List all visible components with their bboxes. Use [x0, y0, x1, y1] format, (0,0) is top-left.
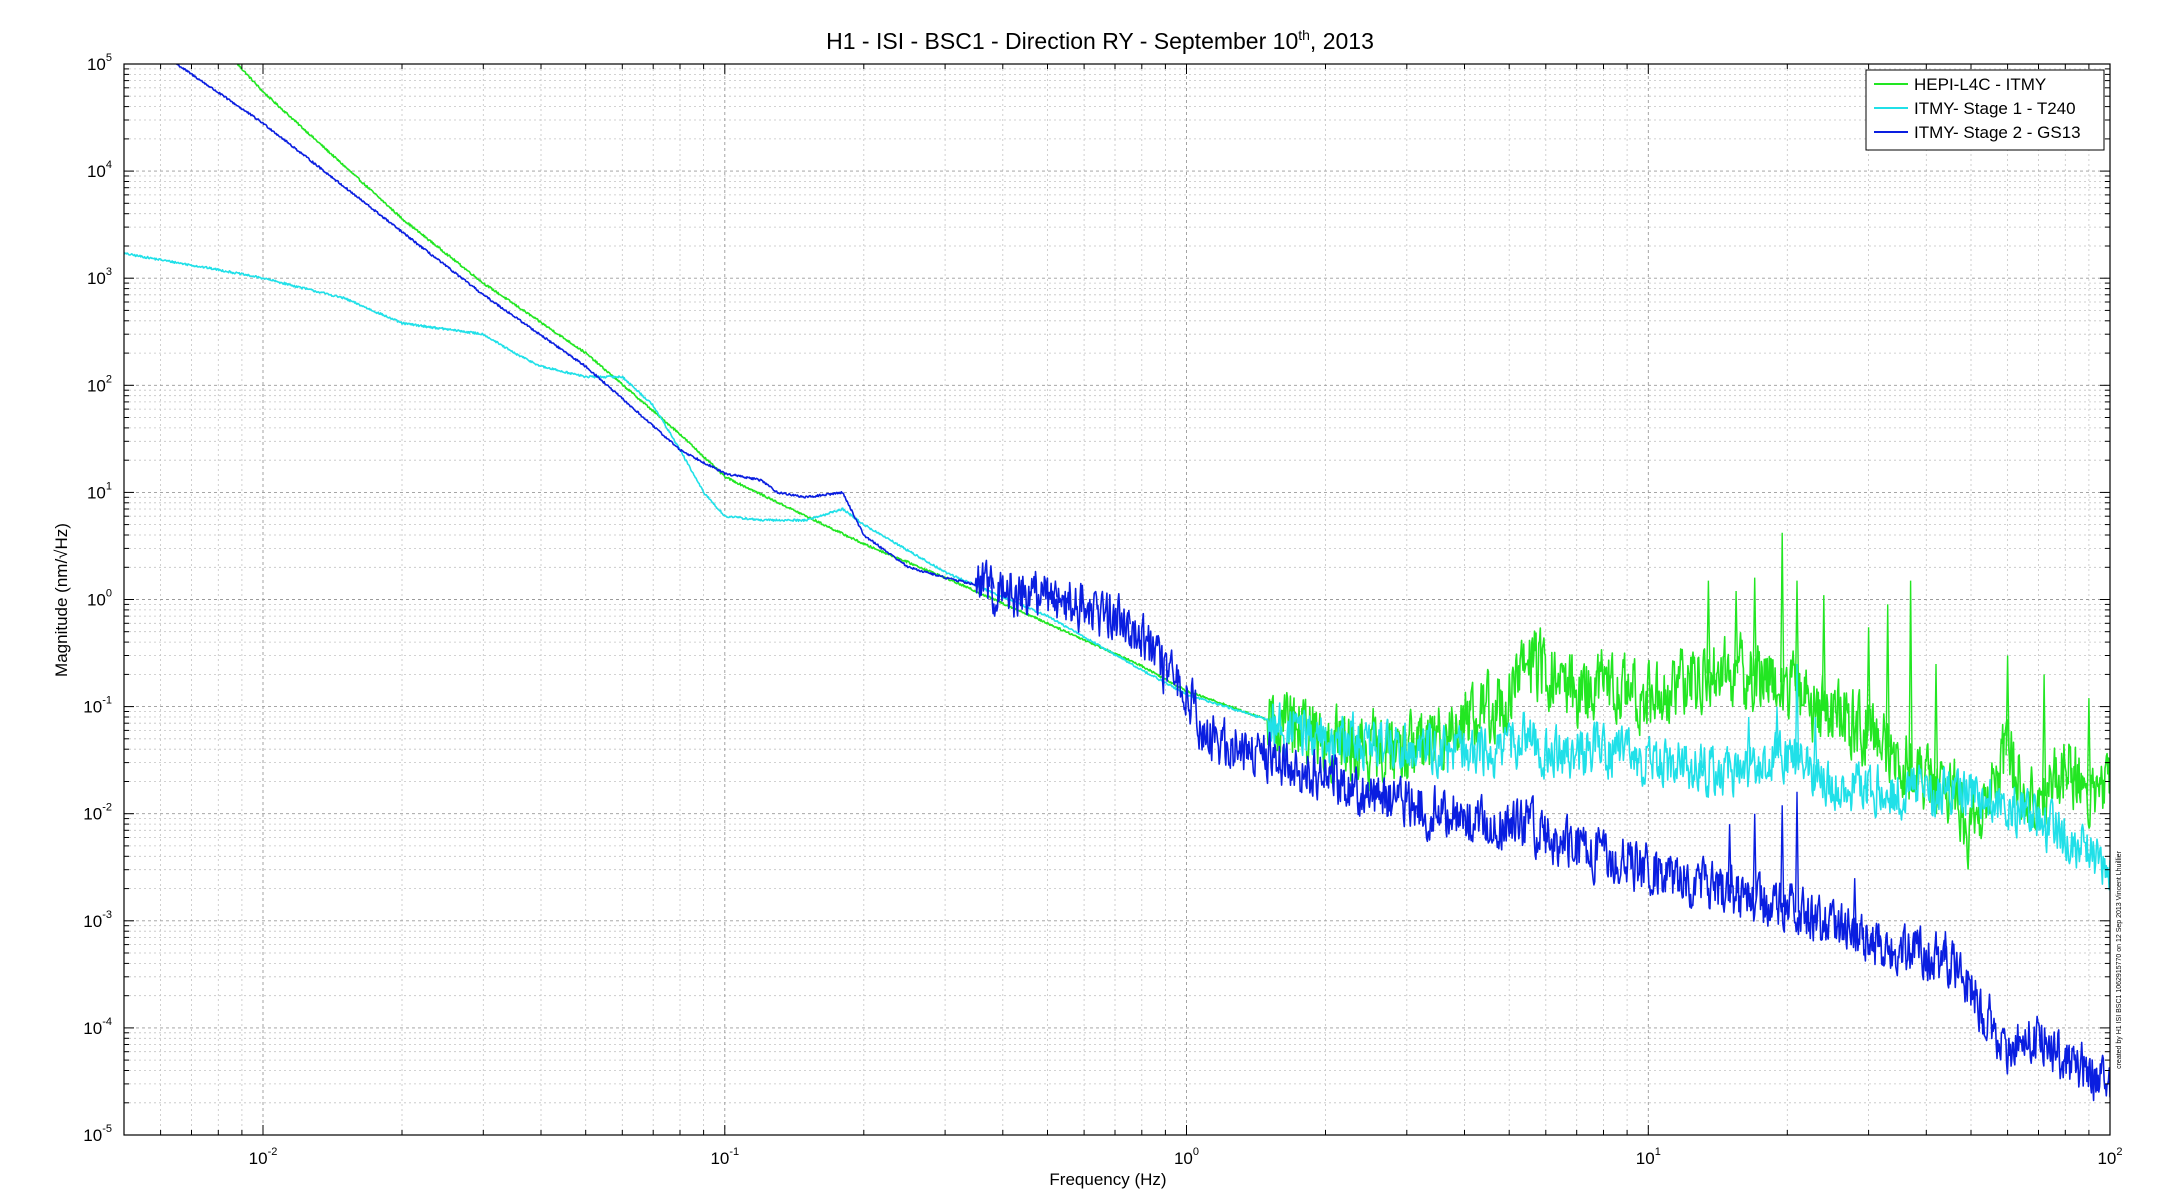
series-2-peak-1 [1698, 743, 1704, 769]
series-1-peak-8 [1885, 604, 1890, 748]
y-tick-label: 10-3 [83, 909, 112, 931]
y-tick-label: 104 [87, 159, 112, 181]
legend: HEPI-L4C - ITMY ITMY- Stage 1 - T240 ITMY-… [1865, 69, 2105, 151]
series-1-peak-7 [1866, 627, 1871, 731]
axis-ticks [123, 64, 2110, 1135]
y-tick-label: 103 [87, 266, 112, 288]
x-tick-label: 102 [2097, 1146, 2122, 1168]
series-1-peak-10 [1933, 663, 1939, 784]
chart-title: H1 - ISI - BSC1 - Direction RY - Septemb… [826, 27, 1374, 54]
x-tick-labels: 10-2 10-1 100 101 102 [249, 1146, 2123, 1168]
series-2-peak-2 [1746, 716, 1751, 766]
y-tick-label: 10-5 [83, 1123, 112, 1145]
series-1-peak-9 [1908, 580, 1913, 768]
y-tick-label: 101 [87, 480, 112, 502]
legend-label-2: ITMY- Stage 1 - T240 [1914, 99, 2076, 118]
y-axis-label: Magnitude (nm/√Hz) [52, 523, 71, 677]
series-1-peak-12 [2041, 674, 2047, 797]
series-line-3 [176, 64, 2110, 1102]
series-1-peak-2 [1733, 590, 1739, 674]
series-3-peak-2 [1053, 580, 1058, 598]
major-gridlines [124, 64, 2110, 1135]
series-3-peak-9 [1943, 931, 1948, 962]
y-tick-label: 102 [87, 373, 112, 395]
series-3-peak-1 [990, 577, 995, 589]
y-tick-label: 100 [87, 588, 112, 610]
side-note: created by H1 ISI BSC1 1062915770 on 12 … [2116, 850, 2123, 1068]
series-1-peak-13 [2086, 698, 2092, 795]
series-1-peak-6 [1821, 595, 1826, 711]
y-tick-label: 10-2 [83, 802, 112, 824]
y-tick-label: 105 [87, 52, 112, 74]
series-3-peak-8 [1852, 878, 1857, 936]
series-1-peak-1 [1706, 580, 1711, 674]
series-3-peak-5 [1752, 813, 1757, 901]
x-tick-label: 10-2 [249, 1146, 278, 1168]
series-2-peak-5 [1813, 716, 1818, 775]
series-2-peak-3 [1774, 706, 1780, 759]
x-tick-label: 101 [1636, 1146, 1661, 1168]
series-line-2 [124, 252, 2110, 891]
series-1-peak-3 [1752, 577, 1757, 677]
series-3-peak-6 [1780, 805, 1785, 908]
series-3-peak-7 [1794, 791, 1800, 913]
series-1-peak-4 [1780, 532, 1785, 683]
series-layer [124, 64, 2110, 1102]
series-2-peak-4 [1794, 663, 1800, 763]
series-3-peak-4 [1727, 824, 1732, 894]
x-tick-label: 100 [1174, 1146, 1199, 1168]
series-3-peak-3 [1126, 609, 1131, 625]
x-axis-label: Frequency (Hz) [1049, 1170, 1166, 1189]
y-tick-label: 10-1 [83, 695, 112, 717]
legend-label-1: HEPI-L4C - ITMY [1914, 75, 2046, 94]
legend-label-3: ITMY- Stage 2 - GS13 [1914, 123, 2081, 142]
y-tick-label: 10-4 [83, 1016, 112, 1038]
y-tick-labels: 10-5 10-4 10-3 10-2 10-1 100 101 102 103 104 105 [83, 52, 112, 1145]
series-1-peak-11 [2005, 655, 2010, 756]
x-tick-label: 10-1 [710, 1146, 739, 1168]
series-1-peak-5 [1794, 580, 1800, 691]
